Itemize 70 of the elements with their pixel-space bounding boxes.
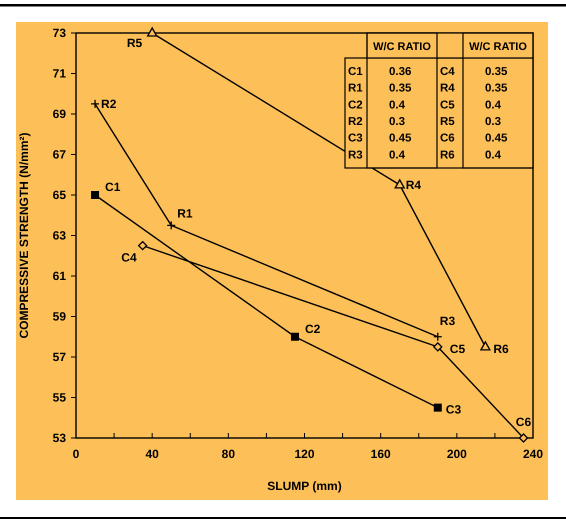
point xyxy=(138,240,148,250)
x-tick-label: 120 xyxy=(294,447,315,461)
y-tick-label: 71 xyxy=(52,66,66,80)
x-axis-title: SLUMP (mm) xyxy=(267,479,342,493)
y-tick-label: 57 xyxy=(52,350,66,364)
point xyxy=(147,27,158,37)
annotation: C3 xyxy=(348,132,363,145)
point xyxy=(290,332,299,341)
annotation: R2 xyxy=(348,116,363,128)
annotation: 0.45 xyxy=(485,132,508,145)
annotation: C1 xyxy=(348,66,364,78)
y-tick-label: 53 xyxy=(52,431,66,445)
annotation: R3 xyxy=(440,314,456,328)
annotation: C6 xyxy=(440,132,455,145)
annotation: R1 xyxy=(177,206,193,220)
annotation: 0.35 xyxy=(389,82,412,95)
annotation: C2 xyxy=(304,322,321,336)
x-tick-label: 80 xyxy=(222,447,236,461)
x-tick-label: 240 xyxy=(522,447,544,461)
annotation: 0.3 xyxy=(389,116,405,128)
annotation: 0.4 xyxy=(485,149,502,162)
point xyxy=(394,179,405,189)
annotation: R2 xyxy=(101,96,117,111)
annotation: R6 xyxy=(493,342,510,356)
point xyxy=(90,99,100,109)
x-tick-label: 200 xyxy=(446,447,468,461)
annotation: 0.4 xyxy=(389,99,406,112)
y-tick-label: 73 xyxy=(52,26,66,40)
annotation: C4 xyxy=(440,66,456,78)
point xyxy=(434,404,442,412)
annotation: C5 xyxy=(450,342,466,356)
y-axis-title: COMPRESSIVE STRENGTH (N/mm²) xyxy=(17,132,31,339)
point xyxy=(518,433,528,443)
point xyxy=(433,332,442,342)
annotation: 0.35 xyxy=(485,82,508,95)
annotation: 0.3 xyxy=(485,116,501,128)
x-tick-label: 40 xyxy=(145,447,160,461)
annotation: 0.36 xyxy=(389,66,412,78)
y-tick-label: 63 xyxy=(52,228,66,242)
annotation: R5 xyxy=(126,36,142,50)
y-tick-label: 67 xyxy=(52,148,66,162)
y-tick-label: 59 xyxy=(52,310,66,324)
annotation: C6 xyxy=(516,415,532,429)
annotation: R6 xyxy=(440,149,455,162)
point xyxy=(166,220,176,230)
annotation: C3 xyxy=(446,402,462,417)
annotation: C5 xyxy=(440,99,456,112)
point xyxy=(433,342,442,352)
annotation: 0.4 xyxy=(485,99,502,112)
annotation: C1 xyxy=(105,180,121,194)
annotation: C2 xyxy=(348,99,363,112)
annotation: R4 xyxy=(406,178,422,192)
y-tick-label: 55 xyxy=(52,390,66,404)
annotation: R4 xyxy=(440,82,456,95)
annotation: W/C RATIO xyxy=(469,41,528,53)
y-tick-label: 65 xyxy=(52,188,66,202)
annotation: R1 xyxy=(348,82,364,95)
annotation: 0.35 xyxy=(485,66,508,78)
x-tick-label: 160 xyxy=(370,447,391,461)
point xyxy=(480,341,491,351)
annotation: C4 xyxy=(121,250,137,265)
annotation: 0.45 xyxy=(389,132,412,145)
y-tick-label: 69 xyxy=(52,107,66,121)
annotation: R3 xyxy=(348,149,363,162)
y-tick-label: 61 xyxy=(52,269,66,283)
point xyxy=(91,191,100,199)
x-tick-label: 0 xyxy=(72,447,80,461)
annotation: R5 xyxy=(440,116,456,128)
annotation: W/C RATIO xyxy=(373,41,432,53)
annotation: 0.4 xyxy=(389,149,406,162)
